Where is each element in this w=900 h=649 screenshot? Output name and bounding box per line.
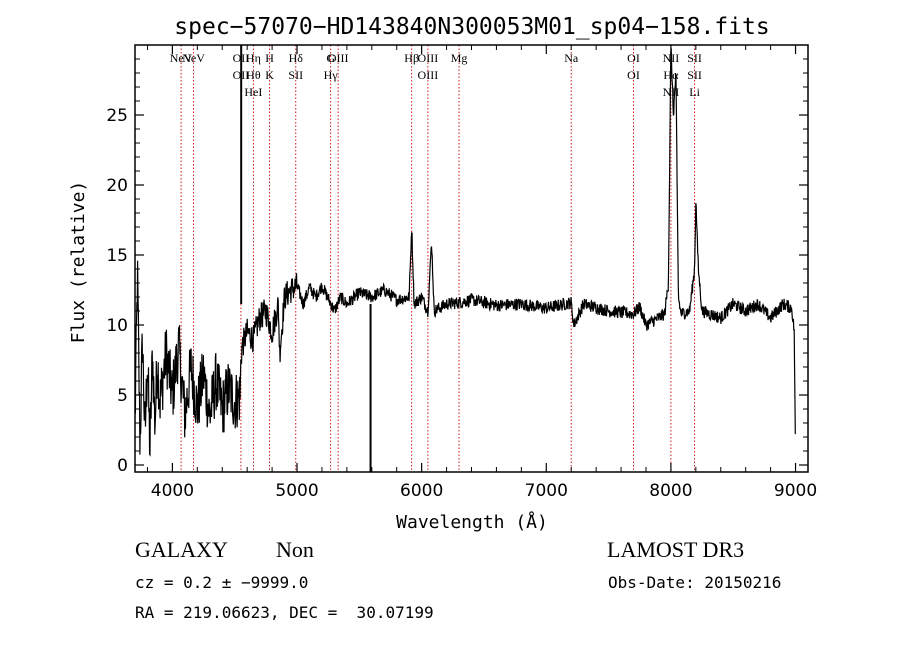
emission-line-label: Hθ bbox=[246, 68, 261, 82]
emission-line-label: K bbox=[265, 68, 274, 82]
spectrum-plot: spec−57070−HD143840N300053M01_sp04−158.f… bbox=[68, 14, 817, 533]
y-tick-label: 0 bbox=[117, 456, 128, 476]
emission-line-label: NeV bbox=[182, 51, 205, 65]
y-axis-ticks: 0 5 10 15 20 25 bbox=[106, 58, 808, 476]
x-tick-label: 6000 bbox=[400, 481, 443, 501]
emission-line-label: OIII bbox=[418, 68, 439, 82]
y-tick-label: 25 bbox=[106, 106, 128, 126]
observation-date: Obs-Date: 20150216 bbox=[608, 573, 782, 592]
emission-line-label: Na bbox=[564, 51, 579, 65]
emission-line-label: Li bbox=[689, 85, 700, 99]
absorption-spikes bbox=[240, 45, 372, 472]
emission-line-label: OIII bbox=[328, 51, 349, 65]
emission-line-label: SII bbox=[687, 51, 702, 65]
y-tick-label: 15 bbox=[106, 246, 128, 266]
emission-line-label: Mg bbox=[451, 51, 468, 65]
redshift-readout: cz = 0.2 ± −9999.0 bbox=[135, 573, 309, 592]
emission-line-labels: NeVNeVOIIOIIHηHθHeIHKHδSIIGHγOIIIHβOIIIO… bbox=[170, 51, 702, 99]
emission-line-label: SII bbox=[687, 68, 702, 82]
object-class: GALAXY bbox=[135, 537, 228, 562]
emission-line-label: OI bbox=[627, 51, 640, 65]
x-tick-label: 8000 bbox=[649, 481, 692, 501]
chart-title: spec−57070−HD143840N300053M01_sp04−158.f… bbox=[174, 14, 769, 40]
survey-name: LAMOST DR3 bbox=[607, 537, 745, 562]
emission-line-label: SII bbox=[288, 68, 303, 82]
x-tick-label: 9000 bbox=[774, 481, 817, 501]
emission-line-label: G bbox=[326, 51, 335, 65]
emission-line-label: H bbox=[265, 51, 274, 65]
x-tick-label: 7000 bbox=[525, 481, 568, 501]
y-tick-label: 5 bbox=[117, 386, 128, 406]
emission-line-label: OI bbox=[627, 68, 640, 82]
emission-line-label: HeI bbox=[244, 85, 262, 99]
emission-line-label: Hβ bbox=[404, 51, 419, 65]
object-subclass: Non bbox=[276, 537, 314, 562]
emission-line-label: NeV bbox=[170, 51, 193, 65]
emission-line-label: Hη bbox=[246, 51, 261, 65]
x-axis-label: Wavelength (Å) bbox=[396, 511, 548, 533]
spectrum-line bbox=[134, 48, 796, 457]
x-tick-label: 5000 bbox=[275, 481, 318, 501]
coordinates-readout: RA = 219.06623, DEC = 30.07199 bbox=[135, 603, 434, 622]
x-axis-ticks: 4000 5000 6000 7000 8000 9000 bbox=[146, 45, 817, 501]
emission-line-markers bbox=[180, 45, 696, 472]
x-tick-label: 4000 bbox=[151, 481, 194, 501]
y-tick-label: 20 bbox=[106, 176, 128, 196]
emission-line-label: OIII bbox=[418, 51, 439, 65]
emission-line-label: Hγ bbox=[324, 68, 339, 82]
y-tick-label: 10 bbox=[106, 316, 128, 336]
y-axis-label: Flux (relative) bbox=[68, 181, 89, 344]
emission-line-label: Hδ bbox=[289, 51, 304, 65]
